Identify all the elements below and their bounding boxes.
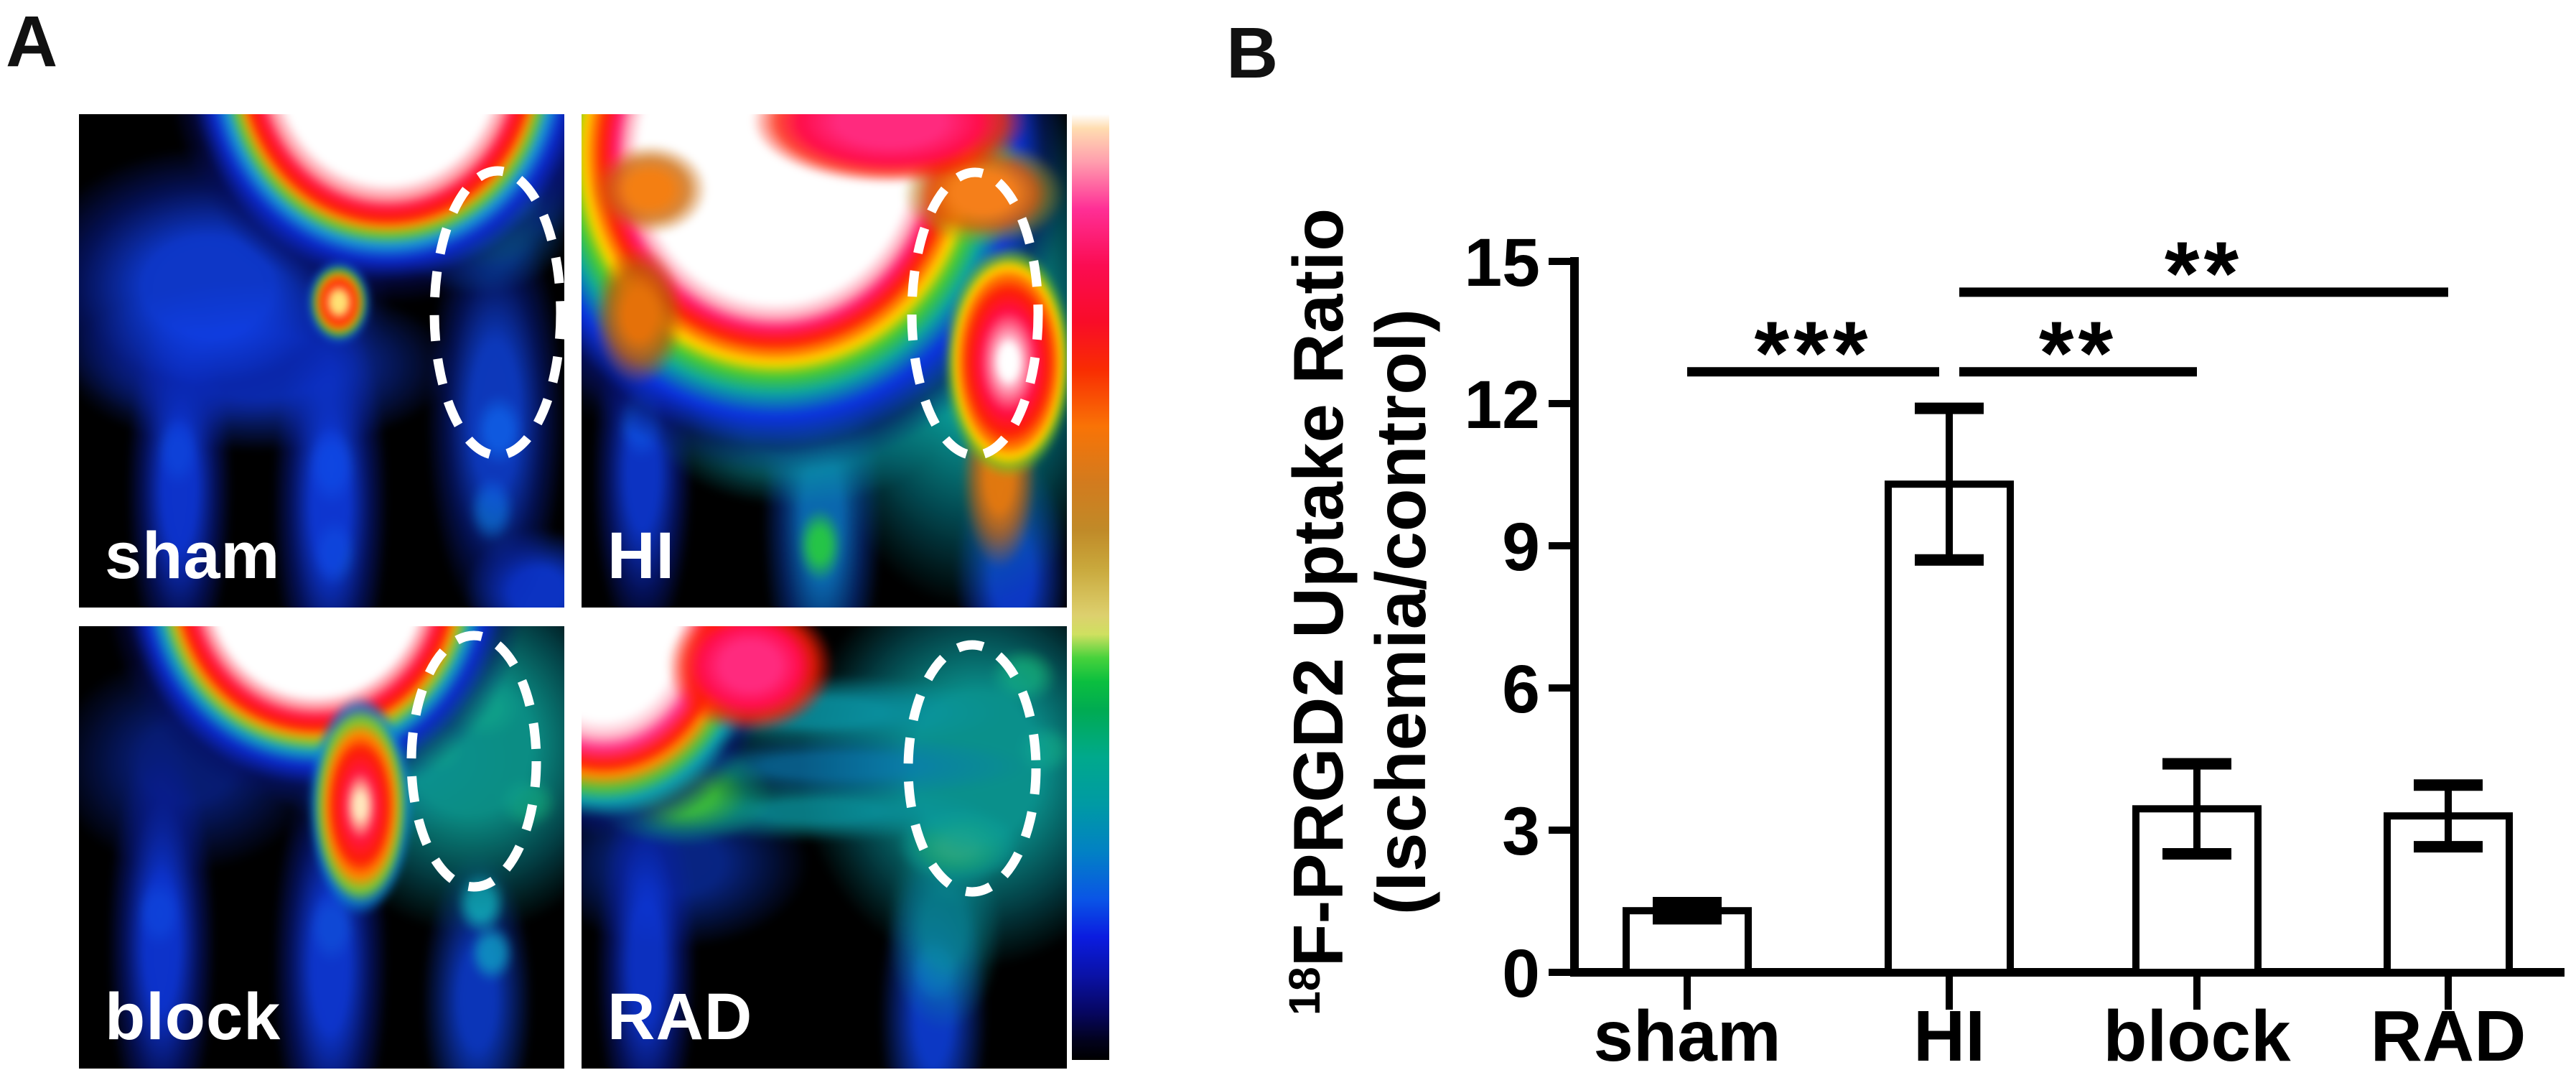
roi-ellipse-hi: [907, 167, 1043, 460]
pet-heatmap-sham: [79, 114, 564, 608]
y-tick-label: 15: [1464, 225, 1540, 301]
y-tick-label: 12: [1464, 367, 1540, 443]
y-tick-label: 6: [1502, 651, 1540, 727]
y-tick-label: 3: [1502, 794, 1540, 870]
y-tick-label: 9: [1502, 509, 1540, 585]
significance-stars: **: [2039, 304, 2117, 404]
pet-label-block: block: [105, 980, 281, 1053]
roi-ellipse-rad: [903, 640, 1041, 897]
y-axis-label-line1: 18F-PRGD2 Uptake Ratio: [1279, 208, 1358, 1015]
pet-image-hi: HI: [582, 114, 1067, 608]
y-axis-label-line2: (Ischemia/control): [1361, 309, 1440, 915]
pet-heatmap-hi: [582, 114, 1067, 608]
x-category-label-sham: sham: [1593, 996, 1781, 1070]
panel-a-label: A: [6, 1, 58, 82]
intensity-colorbar: [1072, 114, 1109, 1060]
pet-heatmap-block: [79, 626, 564, 1069]
pet-label-rad: RAD: [607, 980, 753, 1053]
x-category-label-block: block: [2103, 996, 2291, 1070]
pet-heatmap-rad: [582, 626, 1067, 1069]
panel-b-label: B: [1226, 13, 1279, 93]
x-category-label-HI: HI: [1913, 996, 1985, 1070]
x-category-label-RAD: RAD: [2371, 996, 2526, 1070]
pet-image-rad: RAD: [582, 626, 1067, 1069]
pet-image-sham: sham: [79, 114, 564, 608]
roi-ellipse-sham: [429, 166, 564, 460]
pet-image-block: block: [79, 626, 564, 1069]
roi-ellipse-block: [406, 631, 541, 892]
pet-label-hi: HI: [607, 519, 675, 592]
significance-stars: ***: [1755, 304, 1872, 404]
significance-stars: **: [2165, 224, 2243, 324]
pet-label-sham: sham: [105, 519, 281, 592]
y-tick-label: 0: [1502, 936, 1540, 1012]
